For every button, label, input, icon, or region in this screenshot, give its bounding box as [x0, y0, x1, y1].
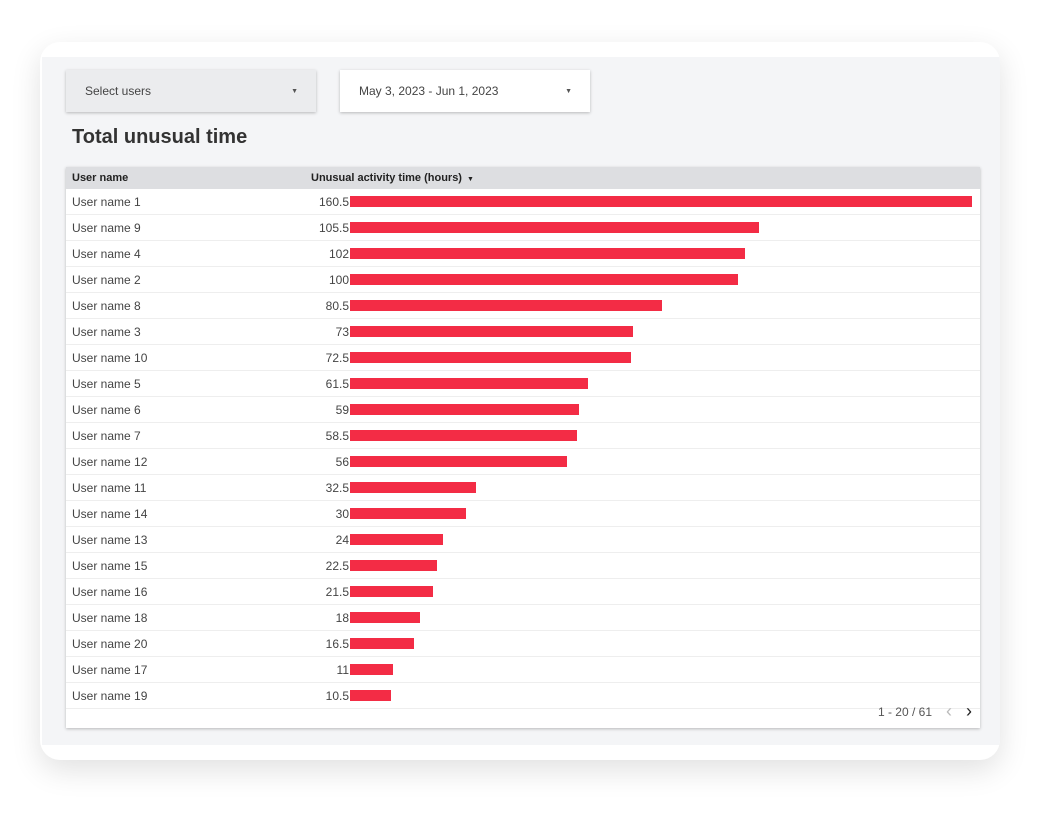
- table-row: User name 16 21.5: [66, 579, 980, 605]
- pagination: 1 - 20 / 61 ‹ ›: [878, 701, 972, 722]
- chevron-left-icon[interactable]: ‹: [946, 701, 952, 721]
- user-name: User name 14: [72, 507, 148, 521]
- user-name: User name 17: [72, 663, 148, 677]
- hours-bar: [350, 248, 746, 259]
- user-name: User name 2: [72, 273, 141, 287]
- hours-bar: [350, 534, 443, 545]
- hours-value: 160.5: [318, 195, 349, 209]
- hours-bar: [350, 196, 972, 207]
- header-user-name[interactable]: User name: [72, 172, 129, 184]
- user-name: User name 12: [72, 455, 148, 469]
- table-row: User name 11 32.5: [66, 475, 980, 501]
- unusual-time-table: User name Unusual activity time (hours) …: [66, 167, 980, 728]
- select-users-label: Select users: [85, 84, 152, 98]
- hours-bar: [350, 378, 589, 389]
- hours-bar: [350, 664, 393, 675]
- hours-value: 59: [335, 403, 349, 417]
- table-row: User name 17 11: [66, 657, 980, 683]
- hours-bar: [350, 274, 738, 285]
- hours-bar: [350, 560, 438, 571]
- hours-value: 10.5: [325, 689, 349, 703]
- hours-bar: [350, 638, 414, 649]
- hours-value: 56: [335, 455, 349, 469]
- hours-value: 16.5: [325, 637, 349, 651]
- table-row: User name 1 160.5: [66, 189, 980, 215]
- hours-bar: [350, 612, 420, 623]
- hours-bar: [350, 690, 391, 701]
- user-name: User name 3: [72, 325, 141, 339]
- hours-value: 72.5: [325, 351, 349, 365]
- hours-bar: [350, 508, 467, 519]
- table-row: User name 6 59: [66, 397, 980, 423]
- pagination-label: 1 - 20 / 61: [877, 704, 932, 719]
- caret-down-icon: ▼: [565, 87, 572, 95]
- table-row: User name 8 80.5: [66, 293, 980, 319]
- hours-value: 30: [335, 507, 349, 521]
- hours-value: 102: [328, 247, 349, 261]
- table-row: User name 15 22.5: [66, 553, 980, 579]
- hours-value: 61.5: [325, 377, 349, 391]
- user-name: User name 8: [72, 299, 141, 313]
- table-row: User name 19 10.5: [66, 683, 980, 709]
- user-name: User name 16: [72, 585, 148, 599]
- table-row: User name 12 56: [66, 449, 980, 475]
- hours-bar: [350, 352, 631, 363]
- date-range-dropdown[interactable]: May 3, 2023 - Jun 1, 2023 ▼: [340, 70, 590, 112]
- table-row: User name 2 100: [66, 267, 980, 293]
- table-row: User name 9 105.5: [66, 215, 980, 241]
- table-row: User name 3 73: [66, 319, 980, 345]
- user-name: User name 19: [72, 689, 148, 703]
- user-name: User name 10: [72, 351, 148, 365]
- table-row: User name 7 58.5: [66, 423, 980, 449]
- user-name: User name 13: [72, 533, 148, 547]
- user-name: User name 7: [72, 429, 141, 443]
- hours-value: 80.5: [325, 299, 349, 313]
- hours-value: 24: [335, 533, 349, 547]
- user-name: User name 11: [72, 481, 147, 495]
- user-name: User name 6: [72, 403, 141, 417]
- header-unusual-time[interactable]: Unusual activity time (hours) ▼: [311, 172, 474, 184]
- user-name: User name 5: [72, 377, 141, 391]
- select-users-dropdown[interactable]: Select users ▼: [66, 70, 316, 112]
- caret-down-icon: ▼: [465, 176, 474, 183]
- hours-value: 100: [328, 273, 349, 287]
- hours-bar: [350, 586, 434, 597]
- hours-bar: [350, 430, 577, 441]
- table-row: User name 13 24: [66, 527, 980, 553]
- hours-value: 73: [335, 325, 349, 339]
- hours-value: 21.5: [325, 585, 349, 599]
- hours-value: 32.5: [325, 481, 349, 495]
- hours-bar: [350, 300, 662, 311]
- user-name: User name 4: [72, 247, 141, 261]
- hours-value: 11: [336, 663, 349, 677]
- hours-value: 22.5: [325, 559, 349, 573]
- user-name: User name 1: [72, 195, 141, 209]
- caret-down-icon: ▼: [291, 87, 298, 95]
- date-range-label: May 3, 2023 - Jun 1, 2023: [359, 84, 499, 98]
- hours-value: 105.5: [318, 221, 349, 235]
- table-row: User name 10 72.5: [66, 345, 980, 371]
- table-row: User name 18 18: [66, 605, 980, 631]
- hours-value: 58.5: [325, 429, 349, 443]
- header-unusual-time-label: Unusual activity time (hours): [311, 172, 462, 184]
- page-title: Total unusual time: [72, 126, 248, 148]
- user-name: User name 18: [72, 611, 148, 625]
- user-name: User name 9: [72, 221, 141, 235]
- user-name: User name 15: [72, 559, 148, 573]
- table-row: User name 5 61.5: [66, 371, 980, 397]
- table-row: User name 20 16.5: [66, 631, 980, 657]
- hours-value: 18: [335, 611, 349, 625]
- table-row: User name 4 102: [66, 241, 980, 267]
- chevron-right-icon[interactable]: ›: [966, 701, 972, 721]
- hours-bar: [350, 456, 568, 467]
- user-name: User name 20: [72, 637, 148, 651]
- hours-bar: [350, 404, 579, 415]
- table-header: User name Unusual activity time (hours) …: [66, 167, 980, 189]
- table-row: User name 14 30: [66, 501, 980, 527]
- hours-bar: [350, 482, 476, 493]
- hours-bar: [350, 222, 759, 233]
- hours-bar: [350, 326, 633, 337]
